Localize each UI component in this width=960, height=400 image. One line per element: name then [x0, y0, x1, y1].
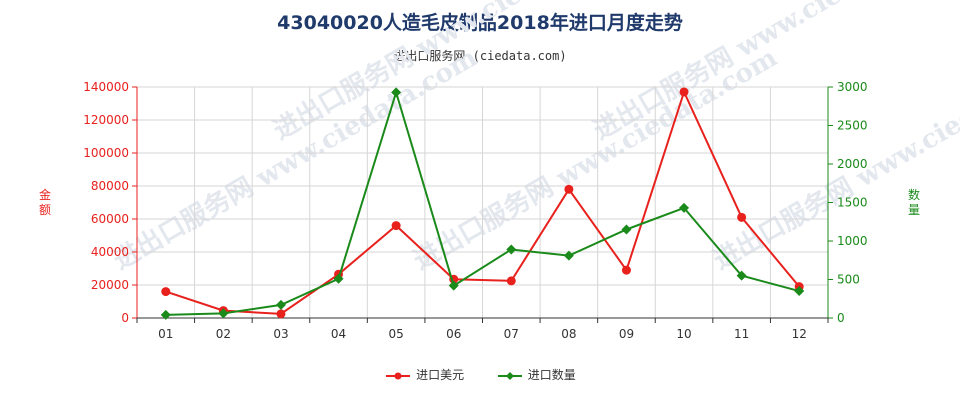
data-point-quantity — [333, 273, 344, 284]
data-point-amount — [161, 287, 171, 297]
data-point-quantity — [679, 202, 690, 213]
data-point-amount — [621, 265, 631, 275]
legend-quantity-label: 进口数量 — [527, 368, 576, 382]
chart-title: 43040020人造毛皮制品2018年进口月度走势 — [277, 12, 683, 34]
left-axis-title: 金额 — [39, 187, 51, 217]
left-tick-label: 40000 — [91, 245, 129, 259]
axis-title-char: 数 — [908, 187, 920, 202]
left-tick-label: 140000 — [83, 80, 129, 94]
left-tick-label: 0 — [121, 311, 129, 325]
chart-subtitle: 进出口服务网 (ciedata.com) — [393, 49, 567, 63]
x-tick-label: 09 — [619, 327, 634, 341]
legend-quantity-swatch — [497, 371, 522, 380]
legend-item-amount[interactable]: 进口美元 — [384, 366, 464, 383]
legend-item-quantity[interactable]: 进口数量 — [496, 366, 576, 383]
series-line-1 — [165, 88, 800, 316]
data-point-amount — [391, 221, 401, 231]
x-tick-label: 06 — [446, 327, 461, 341]
legend-amount-label: 进口美元 — [416, 368, 465, 382]
data-point-quantity — [621, 224, 632, 235]
x-tick-label: 01 — [158, 327, 173, 341]
right-tick-label: 2000 — [837, 157, 868, 171]
series-layer — [160, 87, 805, 320]
data-point-quantity — [563, 250, 574, 261]
data-point-quantity — [794, 286, 805, 297]
left-tick-label: 80000 — [91, 179, 129, 193]
series-line-0 — [165, 89, 800, 315]
data-point-amount — [737, 212, 747, 222]
right-axis-title: 数量 — [908, 187, 920, 217]
x-tick-label: 12 — [792, 327, 807, 341]
right-tick-label: 1500 — [837, 196, 868, 210]
data-point-amount — [506, 276, 516, 286]
right-tick-label: 0 — [837, 311, 845, 325]
axes: 0200004000060000800001000001200001400000… — [39, 80, 920, 341]
axis-title-char: 金 — [39, 187, 51, 202]
left-tick-label: 120000 — [83, 113, 129, 127]
right-tick-label: 2500 — [837, 119, 868, 133]
right-tick-label: 1000 — [837, 234, 868, 248]
data-point-quantity — [275, 299, 286, 310]
x-tick-label: 02 — [216, 327, 231, 341]
legend-amount-swatch — [386, 372, 411, 379]
x-tick-label: 10 — [676, 327, 691, 341]
legend: 进口美元 进口数量 — [0, 366, 960, 383]
right-tick-label: 500 — [837, 273, 860, 287]
x-tick-label: 03 — [273, 327, 288, 341]
data-point-quantity — [736, 270, 747, 281]
left-tick-label: 20000 — [91, 278, 129, 292]
x-tick-label: 05 — [388, 327, 403, 341]
x-tick-label: 08 — [561, 327, 576, 341]
data-point-quantity — [391, 87, 402, 98]
data-point-quantity — [506, 244, 517, 255]
right-tick-label: 3000 — [837, 80, 868, 94]
data-point-quantity — [448, 280, 459, 291]
data-point-amount — [564, 184, 574, 194]
left-tick-label: 60000 — [91, 212, 129, 226]
data-point-quantity — [160, 309, 171, 320]
data-point-amount — [679, 87, 689, 97]
data-point-amount — [276, 309, 286, 319]
data-point-quantity — [218, 308, 229, 319]
x-tick-label: 11 — [734, 327, 749, 341]
x-tick-label: 07 — [504, 327, 519, 341]
left-tick-label: 100000 — [83, 146, 129, 160]
x-tick-label: 04 — [331, 327, 346, 341]
axis-title-char: 额 — [39, 203, 51, 217]
axis-title-char: 量 — [908, 203, 920, 217]
